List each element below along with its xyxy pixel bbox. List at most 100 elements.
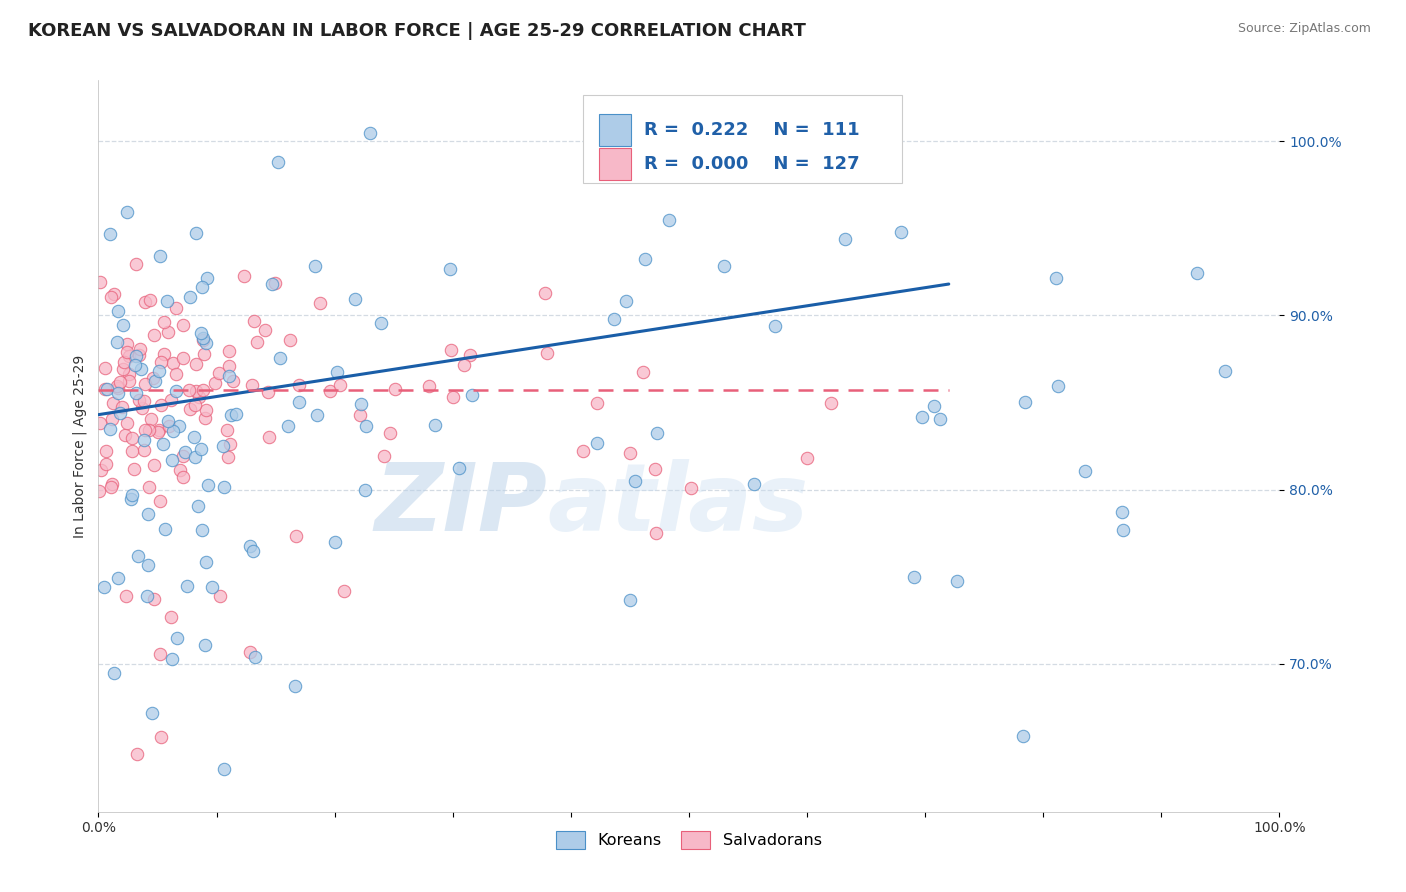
Point — [125, 385, 148, 400]
Point — [242, 314, 264, 328]
Point — [98, 422, 121, 436]
Point — [132, 434, 155, 448]
Point — [129, 342, 152, 356]
Point — [190, 326, 212, 340]
Point — [129, 362, 152, 376]
Point — [325, 534, 347, 549]
Point — [1215, 364, 1237, 378]
Point — [333, 583, 356, 598]
Point — [644, 462, 666, 476]
Point — [378, 425, 401, 440]
Point — [101, 411, 124, 425]
Point — [928, 411, 950, 425]
Text: Source: ZipAtlas.com: Source: ZipAtlas.com — [1237, 22, 1371, 36]
Point — [191, 383, 214, 397]
Point — [152, 347, 174, 361]
Point — [308, 296, 330, 310]
Point — [173, 351, 195, 366]
Point — [187, 499, 209, 513]
Point — [218, 344, 240, 359]
Point — [100, 290, 122, 304]
Point — [713, 259, 735, 273]
Point — [111, 400, 134, 414]
FancyBboxPatch shape — [599, 114, 631, 146]
Point — [461, 388, 484, 402]
Point — [571, 444, 593, 458]
Point — [183, 430, 205, 444]
Point — [634, 252, 657, 267]
Point — [143, 374, 166, 388]
Point — [136, 558, 159, 572]
Point — [1014, 395, 1036, 409]
Point — [257, 384, 280, 399]
Point — [101, 476, 124, 491]
Point — [239, 644, 262, 658]
Point — [146, 425, 169, 440]
Point — [602, 312, 624, 326]
Point — [127, 747, 149, 762]
Point — [122, 462, 145, 476]
Point — [191, 279, 214, 293]
Point — [121, 444, 143, 458]
Point — [195, 403, 218, 417]
Point — [186, 227, 208, 241]
Point — [1012, 730, 1035, 744]
Point — [644, 526, 666, 541]
Point — [208, 366, 231, 380]
Point — [218, 359, 240, 373]
Point — [157, 414, 180, 428]
Point — [165, 301, 187, 315]
Point — [127, 549, 149, 563]
Point — [242, 544, 264, 558]
Point — [179, 402, 201, 417]
Point — [903, 569, 925, 583]
Point — [162, 356, 184, 370]
Point — [267, 154, 290, 169]
Point — [143, 592, 166, 607]
Point — [318, 384, 340, 399]
Point — [645, 425, 668, 440]
Point — [423, 417, 446, 432]
Point — [162, 424, 184, 438]
Point — [153, 315, 176, 329]
Point — [222, 374, 245, 388]
Point — [172, 318, 194, 332]
Point — [160, 652, 183, 666]
Point — [354, 419, 377, 434]
Point — [162, 453, 184, 467]
Point — [217, 423, 239, 437]
Point — [284, 529, 307, 543]
Point — [94, 443, 117, 458]
Legend: Koreans, Salvadorans: Koreans, Salvadorans — [550, 825, 828, 855]
Point — [94, 361, 117, 376]
Point — [115, 204, 138, 219]
Point — [134, 295, 156, 310]
Point — [910, 409, 932, 424]
Point — [152, 437, 174, 451]
Point — [197, 478, 219, 492]
Point — [204, 376, 226, 390]
Text: KOREAN VS SALVADORAN IN LABOR FORCE | AGE 25-29 CORRELATION CHART: KOREAN VS SALVADORAN IN LABOR FORCE | AG… — [28, 22, 806, 40]
Point — [115, 337, 138, 351]
Point — [534, 286, 557, 301]
Text: R =  0.000    N =  127: R = 0.000 N = 127 — [644, 154, 859, 173]
Point — [924, 399, 946, 413]
Point — [834, 232, 856, 246]
Point — [139, 293, 162, 307]
Point — [225, 407, 247, 421]
Point — [128, 348, 150, 362]
Point — [125, 257, 148, 271]
Point — [108, 406, 131, 420]
Point — [177, 383, 200, 397]
Point — [195, 335, 218, 350]
Y-axis label: In Labor Force | Age 25-29: In Labor Force | Age 25-29 — [73, 354, 87, 538]
Point — [148, 364, 170, 378]
Point — [142, 458, 165, 472]
Point — [624, 475, 647, 489]
Point — [440, 343, 463, 357]
Text: R =  0.222    N =  111: R = 0.222 N = 111 — [644, 121, 859, 139]
Point — [136, 589, 159, 603]
Point — [96, 382, 118, 396]
Point — [269, 351, 291, 366]
Point — [349, 408, 371, 422]
